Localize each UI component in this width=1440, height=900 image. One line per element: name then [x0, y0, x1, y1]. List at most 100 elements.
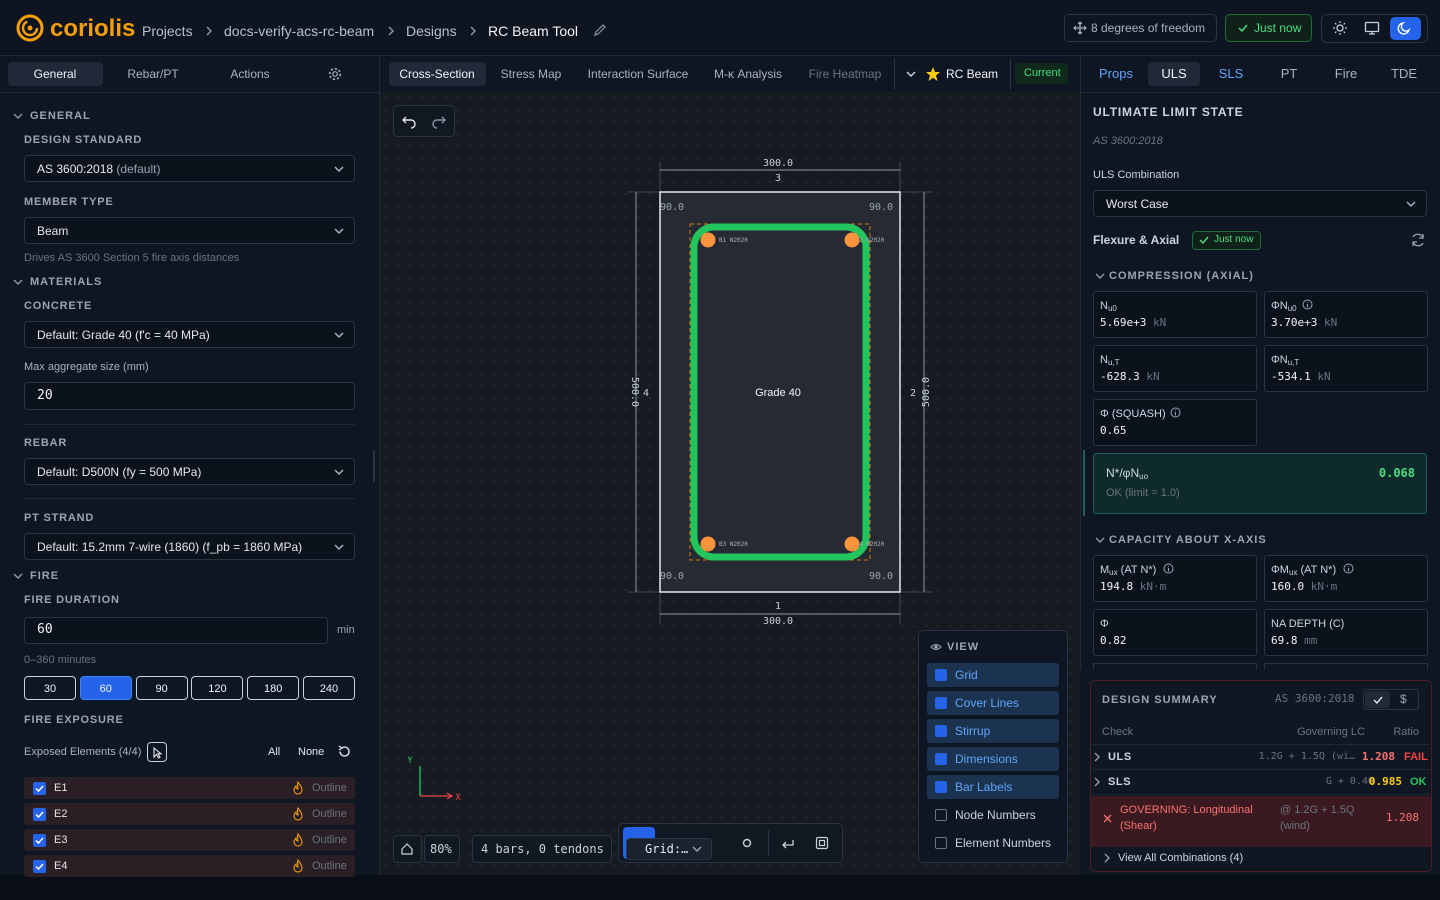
flame-icon [293, 781, 303, 795]
value: 3.70e+3 [1271, 316, 1318, 329]
input[interactable] [24, 382, 355, 410]
preset-button[interactable]: 60 [79, 676, 132, 700]
symbol: M [1100, 564, 1110, 576]
info-icon [1343, 563, 1354, 574]
check-icon [1373, 696, 1383, 705]
checkbox[interactable] [33, 834, 46, 847]
select[interactable]: Default: 15.2mm 7-wire (1860) (f_pb = 18… [24, 533, 355, 560]
input-value: 60 [37, 622, 53, 637]
tab: Fire Heatmap [808, 67, 882, 81]
standard: AS 3600:2018 [1093, 135, 1163, 147]
ratio-note: OK (limit = 1.0) [1106, 487, 1180, 499]
view-option[interactable] [927, 775, 1059, 799]
view-option-label: Dimensions [955, 752, 1018, 766]
grid-dropdown[interactable] [626, 838, 712, 860]
chevron [1104, 853, 1111, 863]
chevron [13, 279, 23, 286]
home-button[interactable] [393, 835, 422, 863]
metric-card [1264, 291, 1428, 338]
governing-lc: @ 1.2G + 1.5Q (wind) [1280, 804, 1355, 832]
reset-icon [338, 745, 350, 757]
select[interactable]: Worst Case [1093, 190, 1427, 217]
star-icon [926, 67, 940, 81]
view-option-label: Node Numbers [955, 808, 1036, 822]
element-mode: Outline [312, 808, 347, 820]
view-option[interactable] [927, 747, 1059, 771]
select[interactable]: AS 3600:2018 (default) [24, 155, 355, 182]
chevron [1095, 537, 1105, 544]
preset-button[interactable]: 240 [303, 676, 355, 700]
symbol: ΦN [1271, 354, 1288, 366]
design-switcher[interactable] [894, 58, 1011, 90]
subscript: u0 [1287, 304, 1297, 313]
preset-button[interactable]: 180 [247, 676, 300, 700]
active-tab[interactable] [1148, 62, 1200, 86]
metric-card [1264, 555, 1428, 602]
edge-label: 4 [643, 388, 649, 399]
symbol: ΦN [1271, 300, 1288, 312]
section-heading: FIRE [30, 570, 60, 582]
metric-label: NA DEPTH (C) [1271, 616, 1344, 632]
symbol: Φ [1100, 408, 1109, 420]
dimension-label: 300.0 [763, 616, 793, 627]
preset-label: 240 [319, 683, 339, 695]
view-option[interactable] [927, 691, 1059, 715]
column-header: Ratio [1393, 726, 1419, 738]
checkbox[interactable] [935, 837, 947, 849]
separator [1092, 769, 1430, 770]
status: FAIL [1404, 751, 1428, 763]
checkbox[interactable] [935, 725, 947, 737]
summary-toggle [1363, 689, 1419, 710]
rebar [844, 536, 860, 552]
separator [24, 424, 355, 425]
logo-icon [16, 14, 44, 42]
dark-theme[interactable] [1390, 17, 1421, 40]
column-header: Check [1102, 726, 1134, 738]
check-icon [1238, 24, 1248, 33]
checkbox[interactable] [935, 753, 947, 765]
checkbox[interactable] [935, 697, 947, 709]
select[interactable]: Default: D500N (fy = 500 MPa) [24, 458, 355, 485]
checkbox[interactable] [935, 669, 947, 681]
hint: Drives AS 3600 Section 5 fire axis dista… [24, 252, 240, 264]
view-title: VIEW [947, 641, 980, 653]
section-outline [659, 191, 901, 593]
checkbox[interactable] [33, 782, 46, 795]
input[interactable] [24, 617, 328, 644]
all-button: All [268, 746, 281, 758]
exposed-label: Exposed Elements (4/4) [24, 746, 142, 758]
preset-button[interactable]: 30 [24, 676, 76, 700]
view-option[interactable] [927, 663, 1059, 687]
symbol: ΦM [1271, 564, 1289, 576]
symbol: N*/φN [1106, 466, 1140, 480]
view-option[interactable] [927, 719, 1059, 743]
subheading: Flexure & Axial [1093, 233, 1180, 247]
field-label: CONCRETE [24, 300, 93, 312]
preset-button[interactable]: 120 [191, 676, 244, 700]
metric-label: ΦMux (AT N*) [1271, 562, 1336, 581]
checkbox[interactable] [935, 781, 947, 793]
section-drawing: B1 N2020 2 N2020 B3 N2020 4 N2020 300.0 3 1 300… [407, 158, 932, 803]
checkbox[interactable] [935, 809, 947, 821]
dof-pill[interactable] [1064, 14, 1217, 42]
active-tab[interactable] [389, 62, 486, 86]
logo: coriolis [50, 15, 136, 42]
rebar [844, 232, 860, 248]
edit-icon [594, 24, 606, 36]
checkbox[interactable] [33, 808, 46, 821]
preset-button[interactable]: 90 [135, 676, 188, 700]
value: Beam [37, 224, 69, 238]
home-icon [401, 843, 413, 855]
subscript: uo [1139, 472, 1149, 481]
select[interactable]: Default: Grade 40 (f'c = 40 MPa) [24, 321, 355, 348]
checkbox[interactable] [33, 860, 46, 873]
eye-icon [930, 644, 942, 650]
check-mode[interactable] [1365, 691, 1390, 708]
value: Default: 15.2mm 7-wire (1860) (f_pb = 18… [37, 540, 303, 554]
element-mode: Outline [312, 860, 347, 872]
view-all[interactable]: View All Combinations (4) [1118, 852, 1244, 864]
select[interactable]: Beam [24, 217, 355, 244]
active-tab[interactable] [8, 62, 103, 86]
select-tool[interactable] [147, 742, 167, 762]
